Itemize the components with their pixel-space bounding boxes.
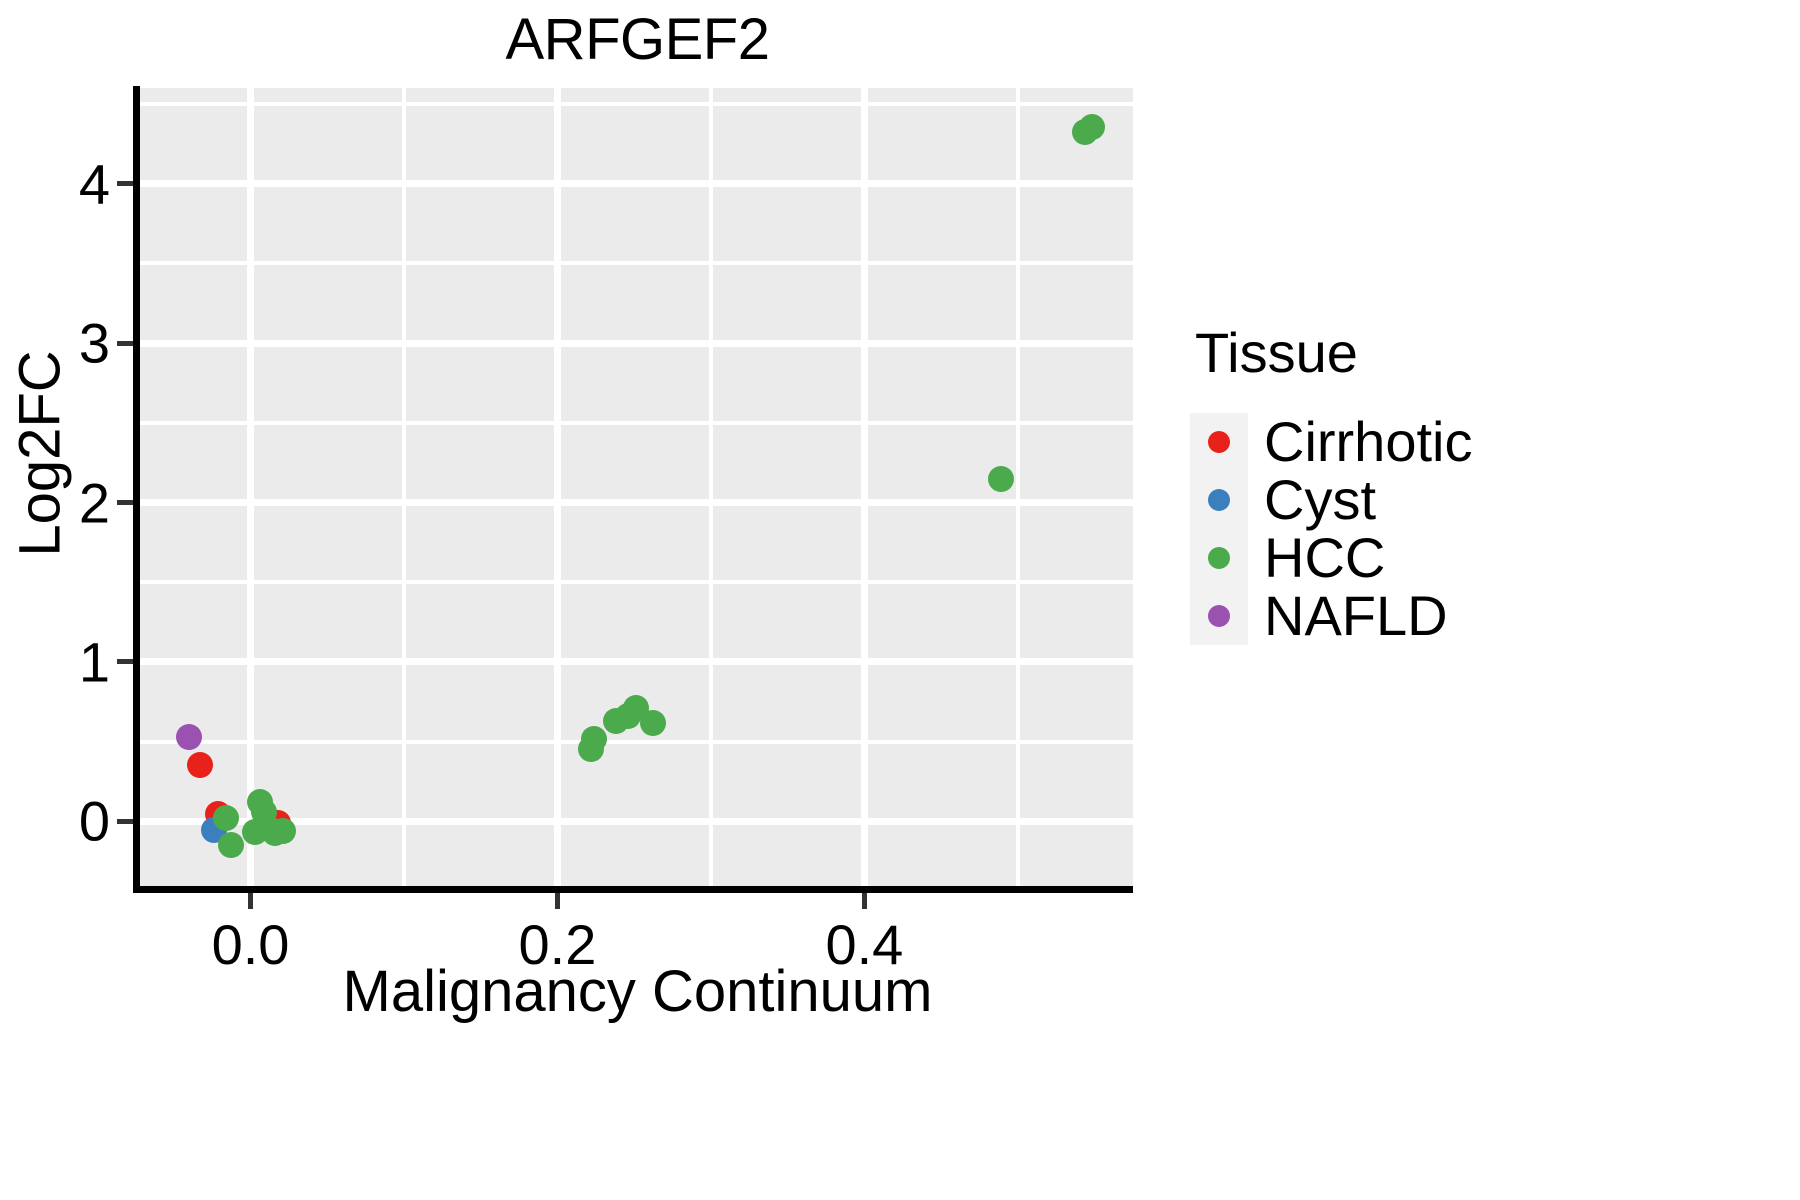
data-point-hcc bbox=[217, 832, 244, 859]
gridline-major-y bbox=[140, 817, 1133, 825]
legend-item-label: Cirrhotic bbox=[1264, 410, 1473, 473]
y-tick-label: 2 bbox=[78, 471, 110, 535]
gridline-minor-y bbox=[140, 739, 1133, 744]
data-point-hcc bbox=[212, 805, 239, 832]
data-point-hcc bbox=[988, 465, 1014, 492]
x-tick-mark bbox=[861, 893, 867, 909]
legend-items: Cirrhotic Cyst HCC NAFLD bbox=[1190, 413, 1472, 645]
legend-item-label: HCC bbox=[1264, 526, 1386, 589]
x-tick-mark bbox=[248, 893, 253, 909]
legend: Tissue Cirrhotic Cyst HCC NAFLD bbox=[1190, 320, 1472, 645]
data-point-cirrhotic bbox=[186, 751, 213, 778]
y-axis-line bbox=[133, 86, 140, 892]
y-tick-label: 3 bbox=[78, 311, 110, 375]
legend-dot-icon bbox=[1208, 605, 1230, 627]
x-tick-label: 0.4 bbox=[825, 913, 904, 976]
y-tick-label: 1 bbox=[78, 630, 110, 694]
legend-item-nafld[interactable]: NAFLD bbox=[1190, 587, 1472, 645]
x-tick-label: 0.0 bbox=[211, 913, 290, 976]
data-point-nafld bbox=[176, 723, 203, 750]
legend-title: Tissue bbox=[1195, 321, 1358, 384]
gridline-minor-y bbox=[140, 101, 1133, 106]
legend-item-label: NAFLD bbox=[1264, 584, 1448, 647]
gridline-major-y bbox=[140, 180, 1133, 188]
x-tick-label: 0.2 bbox=[518, 913, 597, 976]
gridline-major-x bbox=[247, 88, 254, 890]
legend-key-swatch bbox=[1190, 529, 1248, 587]
y-tick-label: 0 bbox=[78, 789, 110, 853]
y-tick-label: 4 bbox=[78, 152, 110, 216]
y-tick-mark bbox=[117, 340, 133, 346]
gridline-minor-x bbox=[1015, 88, 1020, 890]
gridline-major-y bbox=[140, 658, 1133, 666]
gridline-minor-x bbox=[708, 88, 713, 890]
gridline-minor-y bbox=[140, 580, 1133, 585]
y-tick-mark bbox=[117, 181, 133, 187]
plot-panel bbox=[140, 88, 1133, 890]
y-tick-mark bbox=[117, 659, 133, 665]
gridline-minor-y bbox=[140, 420, 1133, 425]
gridline-major-x bbox=[553, 88, 561, 890]
legend-item-hcc[interactable]: HCC bbox=[1190, 529, 1472, 587]
legend-item-cyst[interactable]: Cyst bbox=[1190, 471, 1472, 529]
gridline-major-x bbox=[860, 88, 868, 890]
gridline-major-y bbox=[140, 499, 1133, 507]
legend-key-swatch bbox=[1190, 587, 1248, 645]
y-tick-mark bbox=[117, 500, 133, 506]
gridline-minor-x bbox=[401, 88, 406, 890]
data-point-hcc bbox=[1078, 114, 1105, 141]
legend-dot-icon bbox=[1208, 431, 1230, 453]
legend-key-swatch bbox=[1190, 413, 1248, 471]
legend-key-swatch bbox=[1190, 471, 1248, 529]
legend-item-label: Cyst bbox=[1264, 468, 1376, 531]
legend-dot-icon bbox=[1208, 489, 1230, 511]
data-point-hcc bbox=[581, 725, 608, 752]
gridline-minor-y bbox=[140, 261, 1133, 266]
x-axis-line bbox=[133, 886, 1133, 893]
y-tick-mark bbox=[117, 818, 133, 824]
page-title: ARFGEF2 bbox=[505, 7, 771, 72]
data-point-hcc bbox=[269, 818, 296, 844]
x-tick-mark bbox=[554, 893, 560, 909]
data-point-hcc bbox=[639, 709, 666, 736]
legend-dot-icon bbox=[1208, 547, 1230, 569]
gridline-major-y bbox=[140, 339, 1133, 347]
x-axis-label: Malignancy Continuum bbox=[342, 959, 933, 1024]
legend-item-cirrhotic[interactable]: Cirrhotic bbox=[1190, 413, 1472, 471]
